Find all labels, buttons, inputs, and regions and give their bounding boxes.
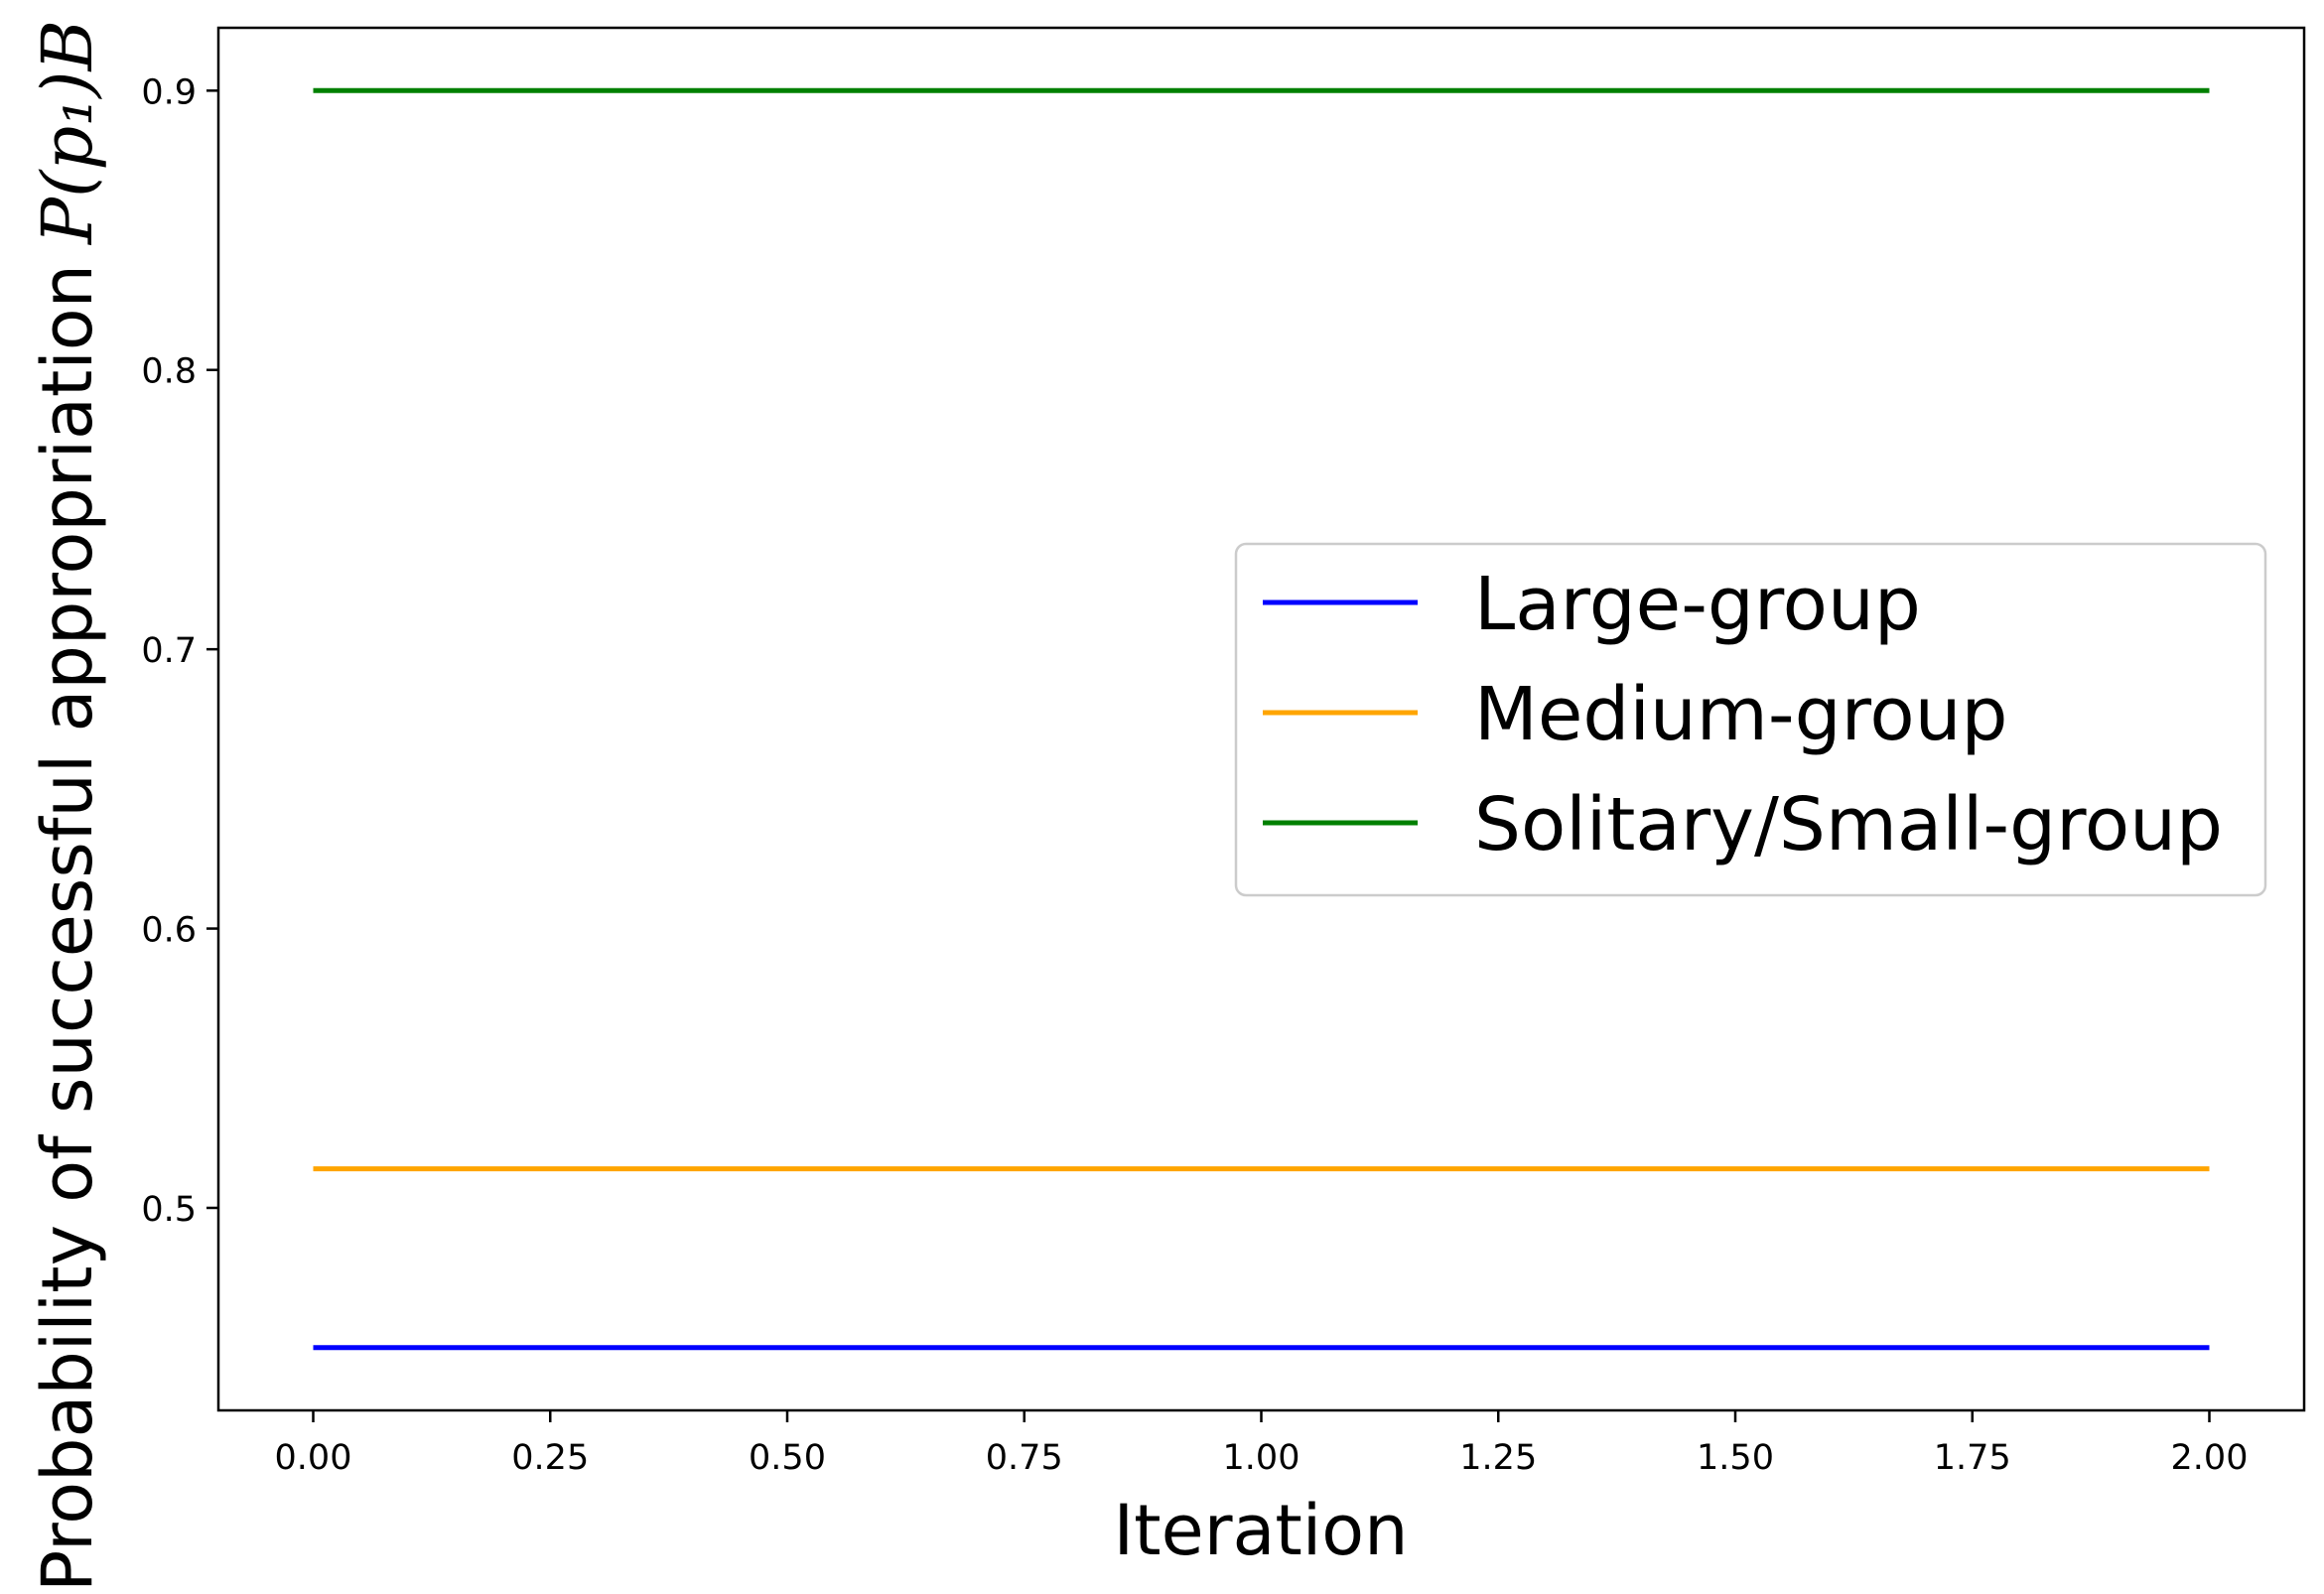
x-tick-label: 0.50 <box>749 1438 826 1478</box>
y-tick-label: 0.7 <box>141 631 197 671</box>
legend-frame <box>1234 542 2267 897</box>
x-tick-label: 1.50 <box>1697 1438 1774 1478</box>
x-tick-label: 1.25 <box>1459 1438 1537 1478</box>
legend-entries: Large-group Medium-group Solitary/Small-gr… <box>1263 562 2223 867</box>
svg-text:Probability of successful appr: Probability of successful appropriation P… <box>27 20 108 1592</box>
y-tick-label: 0.8 <box>141 352 197 392</box>
x-tick-label: 0.25 <box>511 1438 589 1478</box>
x-tick-label: 0.75 <box>986 1438 1063 1478</box>
y-tick-label: 0.9 <box>141 72 197 112</box>
y-axis-label: Probability of successful appropriation <box>27 264 108 1592</box>
x-tick-label: 2.00 <box>2171 1438 2249 1478</box>
x-tick-label: 1.00 <box>1223 1438 1300 1478</box>
x-tick-label: 1.75 <box>1934 1438 2011 1478</box>
y-tick-label: 0.5 <box>141 1190 197 1230</box>
x-tick-label: 0.00 <box>275 1438 352 1478</box>
legend-label-3: Solitary/Small-group <box>1474 782 2223 867</box>
y-axis-label-math: P(p₁)B <box>27 20 108 246</box>
x-axis-label: Iteration <box>1114 1490 1409 1571</box>
y-axis-ticks: 0.5 0.6 0.7 0.8 0.9 <box>141 72 218 1230</box>
y-tick-label: 0.6 <box>141 911 197 951</box>
legend-label-2: Medium-group <box>1474 672 2008 757</box>
legend-label-1: Large-group <box>1474 562 1921 647</box>
legend: Large-group Medium-group Solitary/Small-gr… <box>1234 542 2267 897</box>
series-layer <box>313 87 2210 1351</box>
x-axis-ticks: 0.00 0.25 0.50 0.75 1.00 1.25 1.50 1.75 2.00 <box>275 1410 2249 1478</box>
y-axis-label-group: Probability of successful appropriation P… <box>27 20 108 1592</box>
